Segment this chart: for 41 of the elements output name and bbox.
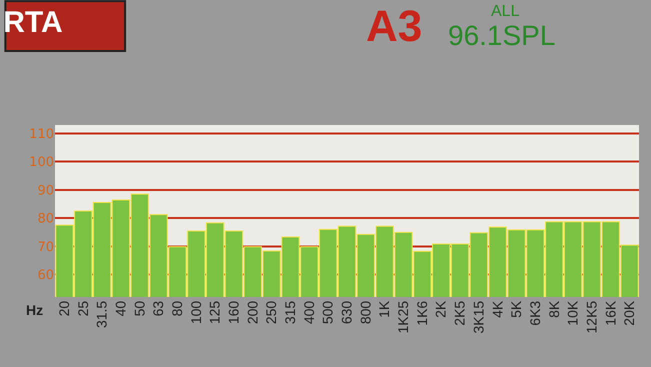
x-tick-label: 12K5 xyxy=(583,300,600,334)
x-tick-label: 25 xyxy=(74,300,91,316)
x-tick-label: 160 xyxy=(226,300,242,324)
x-tick-label: 250 xyxy=(263,300,280,324)
y-tick-label: 110 xyxy=(29,127,54,142)
x-tick-label: 500 xyxy=(320,300,336,324)
x-tick-label: 200 xyxy=(244,300,260,324)
x-tick-label: 1K25 xyxy=(395,300,412,334)
x-tick-label: 400 xyxy=(300,300,317,324)
x-tick-label: 630 xyxy=(338,300,355,324)
x-tick-label: 20 xyxy=(56,300,72,316)
x-tick-label: 6K3 xyxy=(526,300,543,326)
text: ALL xyxy=(491,3,520,20)
y-tick-label: 80 xyxy=(37,212,54,227)
x-tick-label: 8K xyxy=(546,300,562,318)
x-tick-label: 3K15 xyxy=(470,300,486,334)
x-tick-label: 125 xyxy=(206,300,223,324)
text: 96.1SPL xyxy=(448,20,556,51)
x-tick-label: 5K xyxy=(508,300,524,318)
x-axis-title: Hz xyxy=(26,302,44,318)
x-tick-label: 10K xyxy=(564,300,581,326)
x-tick-label: 40 xyxy=(112,300,128,316)
x-tick-label: 4K xyxy=(489,300,506,318)
y-tick-label: 100 xyxy=(29,155,54,170)
y-tick-label: 70 xyxy=(37,240,54,255)
x-tick-label: 1K6 xyxy=(414,300,430,326)
x-tick-label: 80 xyxy=(169,300,185,316)
x-tick-label: 315 xyxy=(282,300,298,324)
x-tick-label: 100 xyxy=(188,300,204,324)
y-tick-label: 90 xyxy=(37,183,54,198)
x-tick-label: 2K5 xyxy=(452,300,468,326)
x-tick-label: 1K xyxy=(376,300,392,318)
text: A3 xyxy=(366,2,422,51)
x-tick-label: 16K xyxy=(602,300,618,326)
y-tick-label: 60 xyxy=(37,268,54,283)
x-tick-label: 31.5 xyxy=(94,300,110,328)
x-tick-label: 2K xyxy=(432,300,449,318)
x-tick-label: 20K xyxy=(621,300,638,326)
x-tick-label: 50 xyxy=(131,300,148,316)
x-tick-label: 63 xyxy=(150,300,166,316)
x-tick-label: 800 xyxy=(357,300,374,324)
